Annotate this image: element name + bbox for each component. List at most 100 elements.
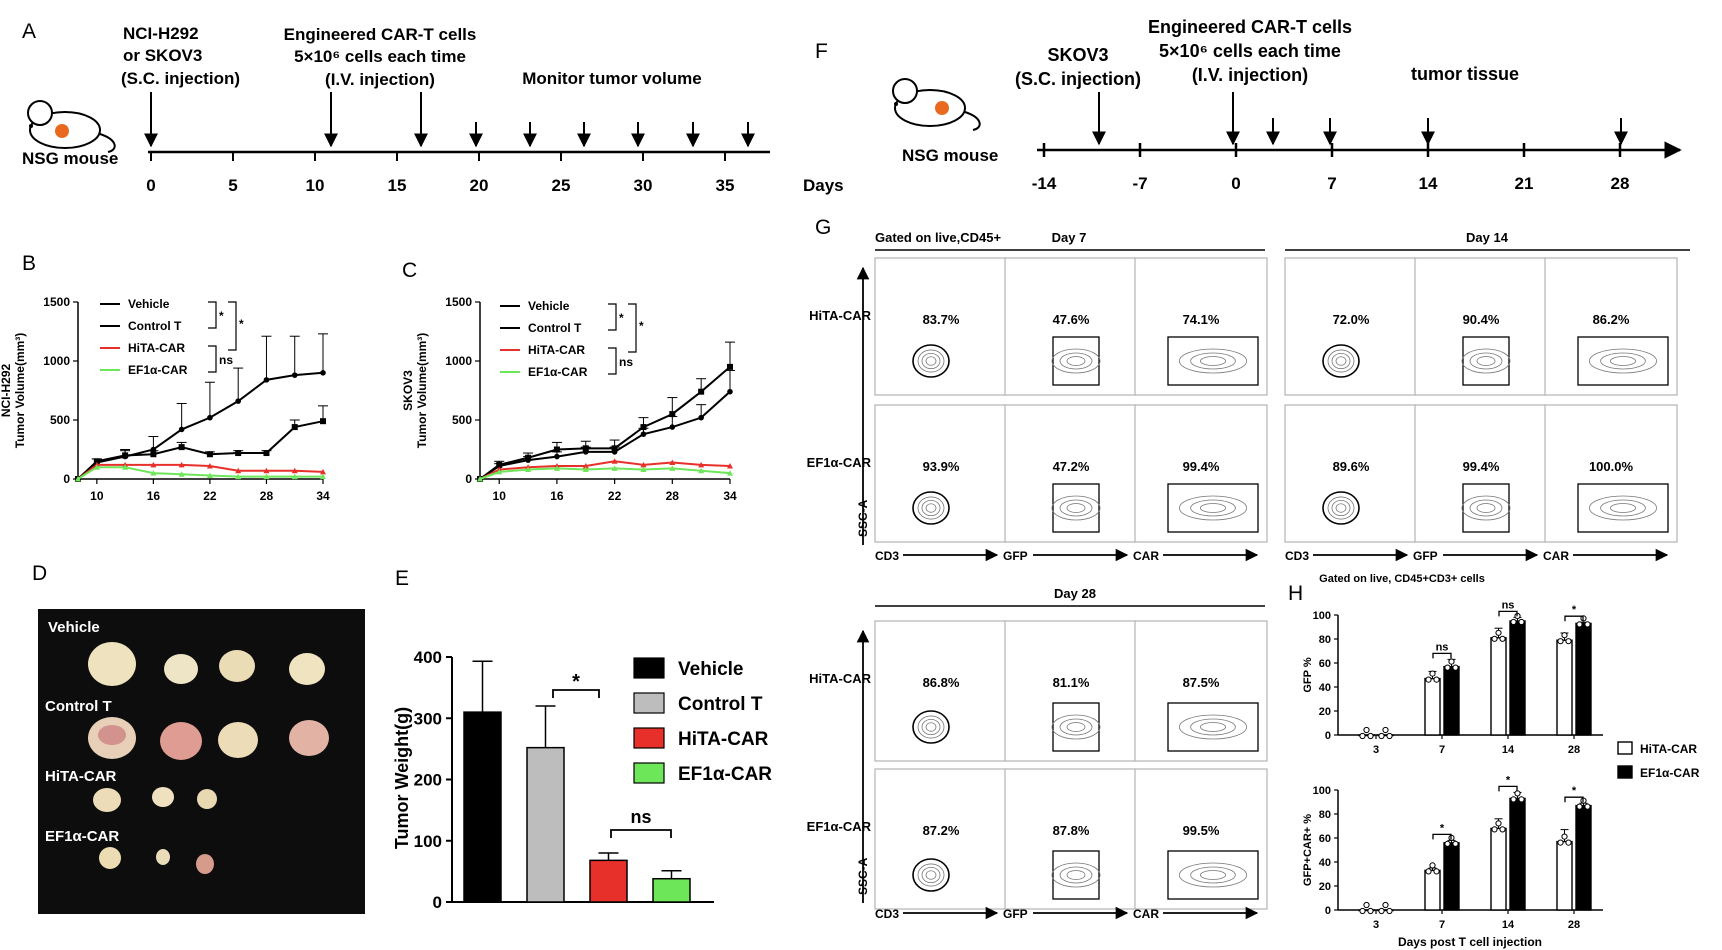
data-point	[553, 465, 560, 471]
significance-bracket	[1498, 785, 1518, 792]
density-contour	[921, 718, 941, 736]
data-point	[75, 476, 81, 482]
data-point	[1576, 621, 1583, 628]
density-contour	[917, 863, 945, 887]
data-point	[1499, 635, 1506, 642]
panel-g: G Gated on live,CD45+ Day 7 Day 14 Day 2…	[807, 216, 1690, 921]
axis-label: CAR	[1133, 549, 1159, 563]
data-point	[1382, 726, 1389, 734]
photo-label-ef1a: EF1α-CAR	[45, 828, 119, 845]
tumor-tissue-label: tumor tissue	[1411, 64, 1519, 84]
panel-d-letter: D	[32, 562, 47, 585]
density-contour	[917, 349, 945, 373]
data-point	[525, 454, 532, 461]
panel-b: B 0 500 1000 1500 10 16 22 28 34 NCI-H292 Tumor Vo…	[0, 252, 330, 503]
y-tick-label: 1500	[43, 295, 70, 309]
bar	[1424, 677, 1441, 736]
density-contour	[1179, 348, 1248, 374]
timeline-tick-label: 7	[1327, 174, 1336, 193]
data-point	[178, 444, 185, 451]
timeline-tick-label: 10	[306, 176, 325, 195]
data-point	[320, 468, 326, 475]
legend-label: Vehicle	[678, 659, 744, 680]
flow-plot	[874, 768, 1008, 910]
significance-bracket	[1564, 615, 1584, 622]
timeline-tick-label: 20	[470, 176, 489, 195]
significance-label: *	[219, 309, 224, 323]
data-point	[178, 426, 185, 433]
data-point	[1491, 635, 1498, 642]
y-tick-label: 300	[414, 709, 442, 728]
series-line	[77, 371, 324, 480]
timeline-a-ticks: 0 5 10 15 20 25 30 35	[146, 152, 734, 195]
significance-label: ns	[1502, 599, 1515, 611]
bar	[1443, 842, 1460, 911]
gate-percentage: 47.6%	[1053, 312, 1090, 327]
y-tick-label: 20	[1319, 706, 1331, 718]
gate-rectangle	[1052, 702, 1100, 752]
data-point	[235, 467, 242, 474]
panel-b-letter: B	[22, 252, 36, 275]
legend-swatch	[633, 762, 665, 784]
legend-swatch	[633, 657, 665, 679]
axis-label: CAR	[1543, 549, 1569, 563]
bar	[1490, 827, 1507, 911]
legend-label: Control T	[528, 321, 582, 335]
gate-rectangle	[1167, 483, 1259, 533]
gate-percentage: 87.2%	[923, 823, 960, 838]
legend-label: EF1α-CAR	[128, 363, 188, 377]
data-point	[1425, 676, 1432, 683]
x-tick-label: 16	[550, 489, 564, 503]
tissue-arrows	[1421, 118, 1628, 146]
significance-bracket	[208, 301, 217, 329]
density-contour	[925, 356, 937, 366]
axis-label: SSC-A	[856, 499, 870, 537]
g-day7-label: Day 7	[1052, 230, 1087, 245]
y-tick-label: 400	[414, 648, 442, 667]
x-tick-label: 3	[1373, 919, 1379, 931]
data-point	[582, 466, 589, 473]
timeline-tick-label: 25	[552, 176, 571, 195]
gate-percentage: 100.0%	[1589, 459, 1634, 474]
gate-rectangle	[1577, 336, 1669, 386]
timeline-tick-label: -7	[1132, 174, 1147, 193]
density-contour	[1066, 722, 1086, 732]
density-contour	[1051, 348, 1101, 374]
density-contour	[921, 352, 941, 370]
x-tick-label: 16	[147, 489, 161, 503]
injection-f-1: SKOV3 (S.C. injection)	[1015, 45, 1141, 146]
data-point	[1367, 732, 1374, 740]
data-point	[1510, 796, 1517, 803]
density-contour	[917, 715, 945, 739]
data-point	[1561, 833, 1568, 840]
injection-a-2: Engineered CAR-T cells 5×10⁶ cells each …	[284, 25, 476, 148]
density-contour	[1059, 352, 1093, 370]
data-point	[93, 464, 100, 470]
density-contour	[1476, 356, 1496, 366]
photo-label-hita: HiTA-CAR	[45, 768, 117, 785]
chart-title: Gated on live, CD45+CD3+ cells	[1319, 573, 1485, 585]
data-point	[1448, 658, 1455, 665]
density-contour	[917, 496, 945, 520]
data-point	[178, 471, 185, 477]
data-point	[1518, 618, 1525, 626]
density-contour	[1589, 348, 1658, 374]
gate-percentage: 93.9%	[923, 459, 960, 474]
data-point	[1557, 839, 1564, 846]
data-point	[525, 466, 532, 473]
data-point	[320, 473, 326, 480]
significance-bracket	[228, 301, 237, 351]
injection-a-1: NCI-H292 or SKOV3 (S.C. injection)	[121, 24, 240, 148]
data-point	[150, 461, 157, 468]
bar	[1509, 620, 1526, 736]
bar	[1377, 909, 1394, 912]
data-point	[1386, 732, 1393, 740]
significance-label: *	[239, 317, 244, 331]
data-point	[1386, 907, 1393, 915]
data-point	[582, 463, 589, 469]
data-point	[263, 377, 270, 383]
significance-bracket	[552, 689, 600, 698]
x-tick-label: 22	[608, 489, 622, 503]
data-point	[669, 424, 676, 430]
